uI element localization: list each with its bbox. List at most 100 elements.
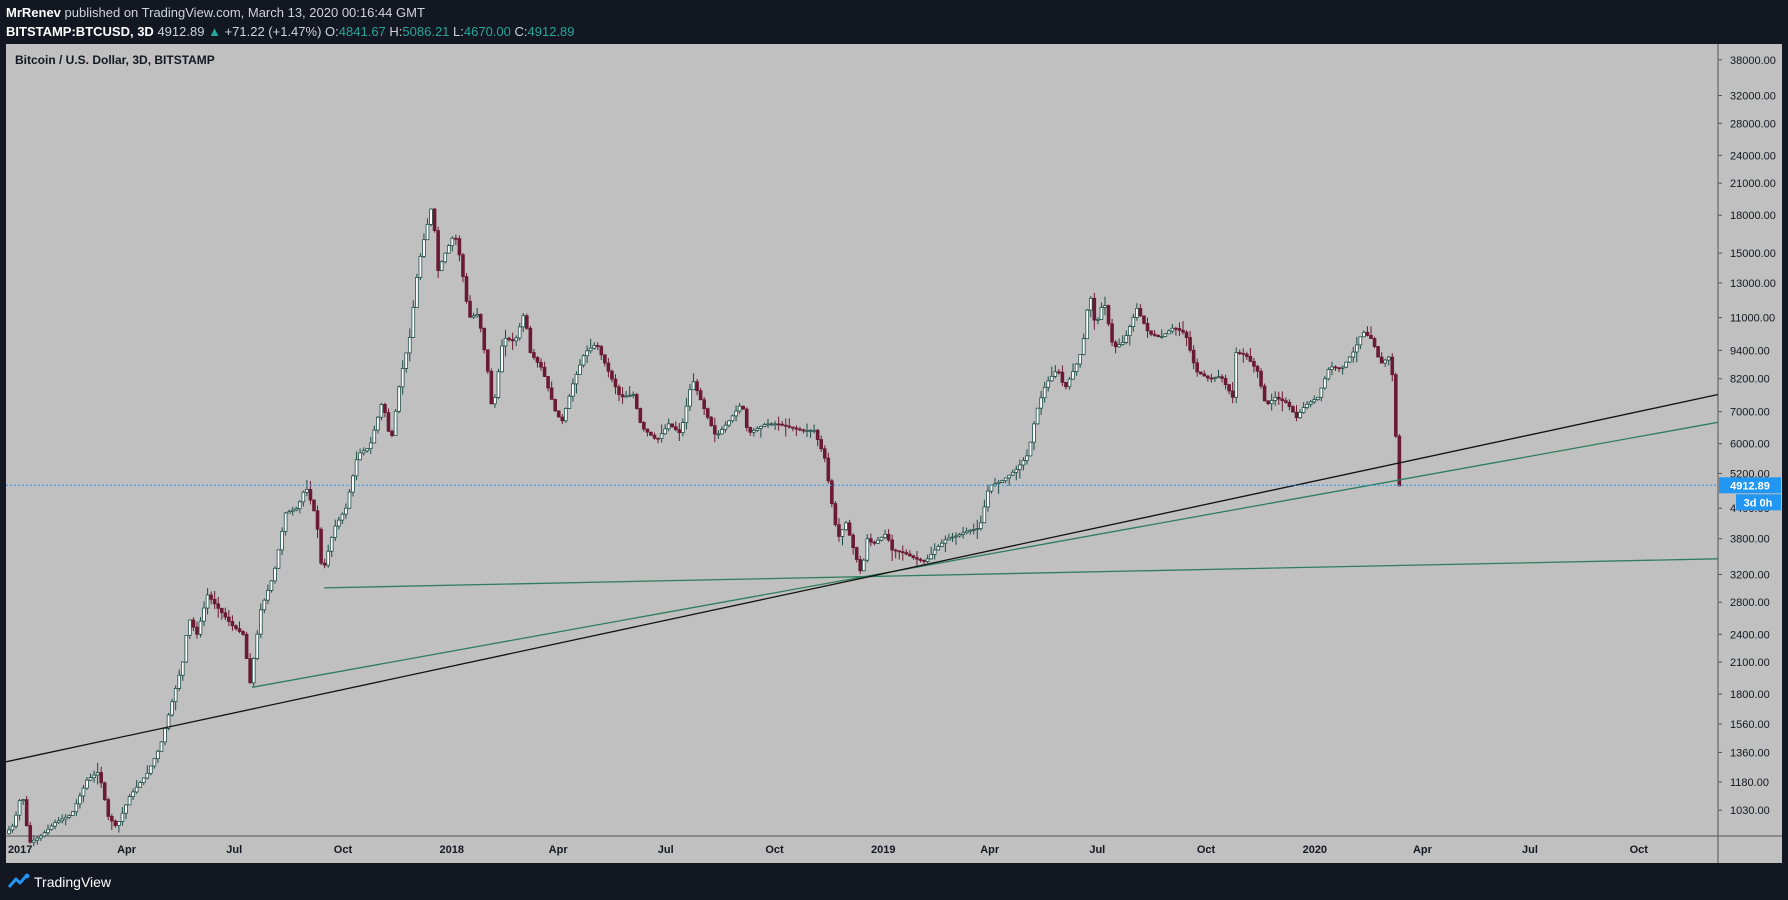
candle-body-down	[542, 366, 547, 377]
candle-body-up	[39, 835, 43, 839]
candle-body-up	[60, 818, 64, 822]
chart-header: MrRenev published on TradingView.com, Ma…	[0, 0, 1788, 44]
author-name[interactable]: MrRenev	[6, 5, 61, 20]
candle-body-down	[454, 237, 458, 240]
candle-body-down	[890, 539, 894, 551]
price-tick-label: 2100.00	[1730, 657, 1770, 669]
tradingview-brand[interactable]: TradingView	[34, 874, 112, 890]
candle-body-down	[209, 594, 213, 600]
candle-body-up	[429, 208, 433, 225]
candle-body-up	[1035, 407, 1040, 425]
candle-body-up	[1039, 397, 1043, 409]
candle-body-down	[904, 552, 909, 555]
candle-body-down	[489, 370, 494, 405]
candle-body-up	[446, 245, 451, 254]
candle-body-down	[539, 361, 543, 368]
candle-body-up	[283, 512, 288, 532]
candle-body-down	[673, 426, 678, 431]
price-axis[interactable]	[1718, 44, 1782, 863]
candle-body-up	[88, 777, 93, 781]
price-tick-label: 38000.00	[1730, 55, 1776, 67]
candle-body-up	[957, 533, 962, 537]
candle-body-down	[606, 362, 611, 372]
candle-body-down	[741, 405, 745, 410]
candle-body-up	[1269, 400, 1274, 405]
time-axis[interactable]	[6, 836, 1718, 863]
candle-body-down	[241, 631, 245, 635]
candle-body-up	[415, 277, 419, 308]
candle-body-down	[819, 439, 824, 450]
candle-body-up	[1319, 387, 1324, 398]
candle-body-up	[202, 607, 206, 622]
candle-body-down	[620, 394, 625, 398]
candle-body-down	[478, 313, 483, 329]
candle-body-up	[971, 528, 976, 531]
candle-body-down	[599, 346, 604, 356]
candle-body-up	[1049, 375, 1054, 382]
candle-body-down	[1060, 371, 1065, 383]
candle-body-down	[1276, 396, 1281, 400]
candle-body-up	[368, 442, 373, 450]
candle-body-down	[102, 782, 107, 801]
candle-body-up	[943, 539, 948, 544]
candle-body-up	[145, 772, 150, 779]
candle-body-up	[298, 501, 302, 510]
change-up-icon: ▲	[208, 24, 221, 39]
candle-body-up	[961, 532, 965, 535]
candle-body-up	[986, 490, 990, 508]
candle-body-up	[1355, 344, 1359, 353]
candle-body-up	[156, 750, 160, 760]
price-tick-label: 13000.00	[1730, 278, 1776, 290]
candle-body-down	[1145, 322, 1150, 332]
price-tick-label: 7000.00	[1730, 407, 1770, 419]
price-axis-ticks: 1030.00 1180.00 1360.00 1560.00 1800.00 2100.…	[1718, 55, 1776, 817]
candle-body-up	[947, 537, 951, 541]
tradingview-logo-icon[interactable]	[8, 873, 30, 889]
chart-area[interactable]: Bitcoin / U.S. Dollar, 3D, BITSTAMP 1030…	[0, 44, 1788, 863]
candle-body-down	[656, 437, 660, 440]
candle-body-up	[936, 546, 941, 551]
candle-body-down	[532, 352, 536, 358]
candle-body-down	[1092, 297, 1097, 321]
candle-body-up	[716, 433, 721, 436]
candle-body-down	[798, 428, 802, 431]
candle-body-up	[752, 429, 756, 433]
candle-body-up	[861, 559, 866, 572]
candle-body-up	[351, 475, 355, 493]
candle-body-down	[1333, 366, 1338, 369]
candle-body-up	[443, 252, 448, 263]
candle-body-up	[688, 389, 692, 407]
candle-body-up	[418, 255, 423, 278]
candle-body-up	[737, 405, 742, 412]
candle-body-down	[510, 339, 515, 342]
candle-body-up	[344, 507, 348, 515]
candle-body-down	[1390, 356, 1395, 376]
candle-body-down	[507, 337, 511, 340]
candle-body-up	[844, 522, 848, 531]
symbol-name[interactable]: BITSTAMP:BTCUSD, 3D	[6, 24, 154, 39]
plot-background[interactable]	[6, 44, 1718, 836]
candle-body-down	[610, 370, 614, 380]
candle-body-down	[383, 403, 387, 413]
candle-body-up	[517, 326, 522, 339]
candle-body-up	[666, 423, 671, 430]
candle-body-up	[1312, 399, 1317, 403]
candle-body-up	[1131, 317, 1136, 327]
candle-body-up	[180, 661, 185, 676]
candle-body-up	[1124, 335, 1129, 343]
current-price-label: 4912.89	[1730, 480, 1770, 492]
candle-body-up	[1007, 474, 1011, 479]
candle-body-down	[1057, 371, 1061, 374]
candle-body-up	[727, 420, 731, 426]
candle-body-up	[964, 530, 969, 534]
price-tick-label: 2800.00	[1730, 597, 1770, 609]
candle-body-up	[496, 371, 501, 398]
price-tick-label: 21000.00	[1730, 178, 1776, 190]
candle-body-up	[720, 429, 724, 435]
candle-body-up	[567, 395, 572, 409]
candle-body-up	[188, 619, 192, 636]
candle-body-up	[982, 506, 987, 524]
candle-body-up	[1323, 378, 1327, 389]
candle-body-up	[280, 531, 284, 551]
candle-body-down	[1156, 335, 1160, 338]
